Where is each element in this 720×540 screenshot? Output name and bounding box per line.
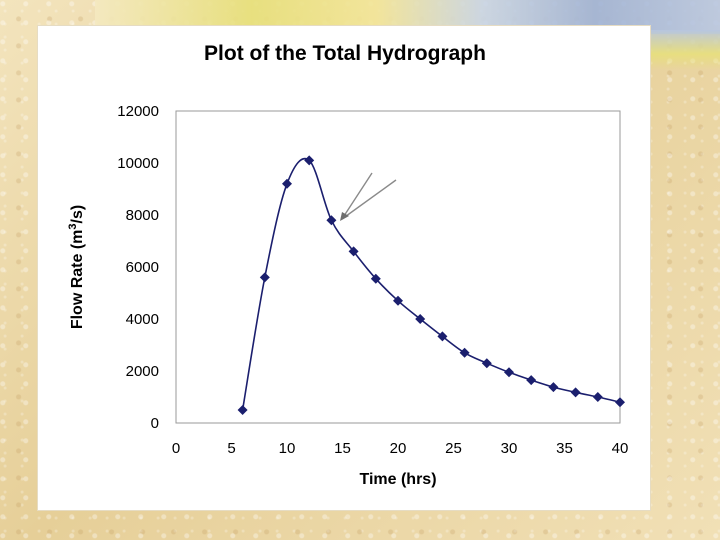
- chart-panel: [38, 26, 650, 510]
- data-point-marker: [592, 392, 603, 402]
- y-tick-label: 6000: [126, 259, 159, 276]
- series-markers: [237, 155, 625, 415]
- x-tick-label: 10: [279, 440, 296, 457]
- x-tick-label: 20: [390, 440, 407, 457]
- data-point-marker: [504, 367, 514, 378]
- x-tick-label: 30: [501, 440, 518, 457]
- data-point-marker: [615, 397, 625, 408]
- data-point-marker: [326, 215, 337, 226]
- x-tick-label: 40: [612, 440, 629, 457]
- annotation-arrow: [340, 172, 397, 221]
- data-point-marker: [304, 155, 315, 166]
- series-line: [241, 157, 621, 411]
- y-tick-label: 0: [151, 415, 159, 432]
- data-point-marker: [570, 387, 581, 398]
- x-axis-ticks: 0 5 10 15 20 25 30 35 40: [172, 440, 629, 457]
- data-point-marker: [437, 331, 448, 342]
- x-tick-label: 5: [227, 440, 235, 457]
- data-point-marker: [548, 382, 559, 393]
- data-point-marker: [481, 358, 492, 369]
- data-point-marker: [415, 314, 426, 324]
- data-point-marker: [237, 405, 248, 415]
- data-point-marker: [259, 272, 270, 283]
- plot-area-frame: [175, 110, 621, 424]
- y-tick-label: 4000: [126, 311, 159, 328]
- y-axis-label: Flow Rate (m3/s): [67, 205, 86, 329]
- x-tick-label: 15: [334, 440, 351, 457]
- data-point-marker: [348, 246, 359, 257]
- data-point-marker: [282, 178, 292, 189]
- chart-title: Plot of the Total Hydrograph: [204, 42, 486, 65]
- y-tick-label: 8000: [126, 207, 159, 224]
- y-tick-label: 12000: [117, 103, 159, 120]
- x-axis-label: Time (hrs): [359, 471, 436, 488]
- data-point-marker: [370, 273, 381, 284]
- data-point-marker: [459, 347, 470, 358]
- y-axis-ticks: 0 2000 4000 6000 8000 10000 12000: [117, 103, 159, 432]
- x-tick-label: 0: [172, 440, 180, 457]
- data-point-marker: [393, 295, 403, 306]
- x-tick-label: 25: [445, 440, 462, 457]
- decorative-corner-band: [640, 30, 720, 70]
- data-point-marker: [526, 375, 537, 386]
- x-tick-label: 35: [556, 440, 573, 457]
- y-tick-label: 2000: [126, 363, 159, 380]
- y-tick-label: 10000: [117, 155, 159, 172]
